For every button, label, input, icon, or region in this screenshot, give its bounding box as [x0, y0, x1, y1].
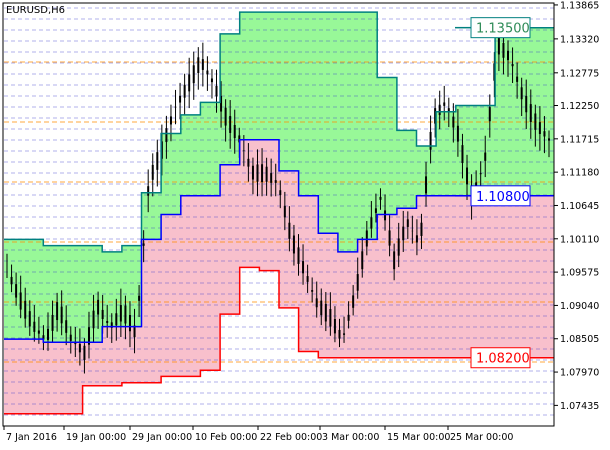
- x-tick-label: 22 Feb 00:00: [260, 432, 322, 443]
- x-tick-label: 7 Jan 2016: [6, 432, 57, 443]
- y-tick-label: 1.07970: [560, 368, 599, 379]
- upper-level-label: 1.13500: [476, 22, 530, 37]
- channel-lines: [4, 11, 554, 415]
- y-tick-label: 1.11180: [560, 168, 599, 179]
- x-tick-label: 10 Feb 00:00: [195, 432, 257, 443]
- x-tick-label: 15 Mar 00:00: [387, 432, 450, 443]
- y-tick-label: 1.12250: [560, 101, 599, 112]
- middle-level-label: 1.10800: [476, 190, 530, 205]
- y-tick-label: 1.13865: [560, 0, 599, 11]
- y-tick-label: 1.09040: [560, 301, 599, 312]
- upper-level-line: [4, 11, 554, 253]
- middle-level-line: [4, 139, 554, 343]
- x-tick-label: 3 Mar 00:00: [322, 432, 379, 443]
- y-tick-label: 1.08505: [560, 334, 599, 345]
- y-tick-label: 1.07435: [560, 401, 599, 412]
- price-axis: 1.13865 1.13320 1.12775 1.12250 1.11715 1.111…: [554, 0, 599, 412]
- level-grid: [4, 7, 554, 416]
- upper-label-box: [470, 17, 531, 39]
- x-tick-label: 29 Jan 00:00: [132, 432, 192, 443]
- y-tick-label: 1.10645: [560, 201, 599, 212]
- x-tick-label: 25 Mar 00:00: [450, 432, 513, 443]
- middle-label-box: [470, 185, 531, 207]
- x-tick-label: 19 Jan 00:00: [66, 432, 126, 443]
- y-tick-label: 1.11715: [560, 134, 599, 145]
- level-labels: 1.13500 1.10800 1.08200: [455, 17, 531, 369]
- time-axis: 7 Jan 2016 19 Jan 00:00 29 Jan 00:00 10 Feb…: [3, 426, 513, 443]
- y-tick-label: 1.13320: [560, 34, 599, 45]
- symbol-label: EURUSD,H6: [6, 5, 65, 16]
- y-tick-label: 1.12775: [560, 68, 599, 79]
- lower-level-line: [4, 266, 554, 415]
- y-tick-label: 1.09575: [560, 268, 599, 279]
- plot-frame: [2, 2, 555, 427]
- lower-label-box: [470, 347, 531, 369]
- y-tick-label: 1.10110: [560, 234, 599, 245]
- lower-level-label: 1.08200: [476, 352, 530, 367]
